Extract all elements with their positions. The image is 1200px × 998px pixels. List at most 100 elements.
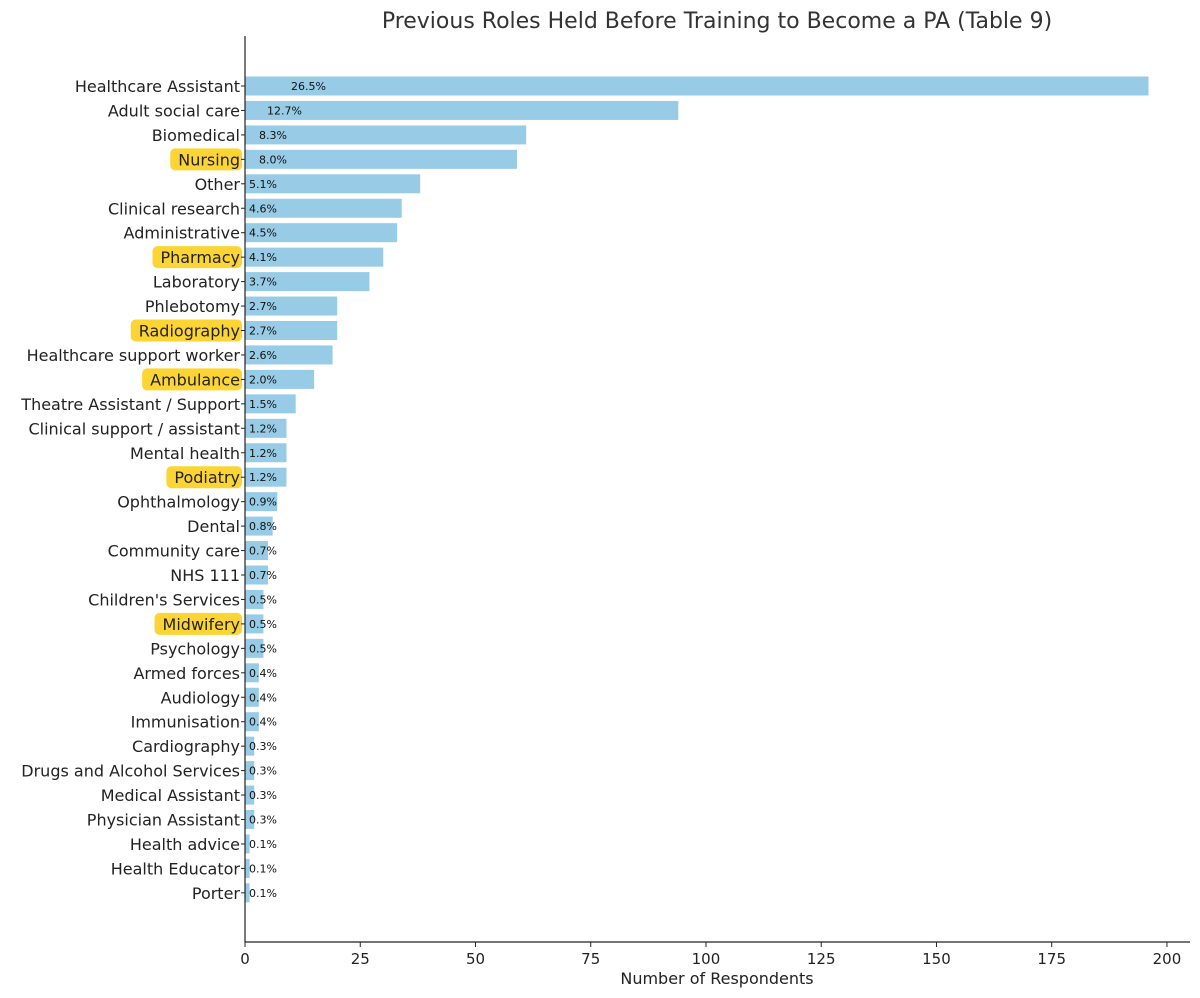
bar-community-care	[245, 541, 269, 561]
data-label-clinical-support-assistant: 1.2%	[249, 422, 277, 435]
axes-layer: Healthcare Assistant Adult social care Bio…	[20, 36, 1190, 968]
data-label-psychology: 0.5%	[249, 642, 277, 655]
bar-midwifery	[245, 614, 264, 634]
bar-armed-forces	[245, 663, 259, 683]
category-label-nursing: Nursing	[178, 150, 240, 169]
category-label-cardiography: Cardiography	[132, 737, 240, 756]
category-label-immunisation: Immunisation	[131, 713, 240, 732]
bar-drugs-and-alcohol-services	[245, 761, 255, 781]
data-label-medical-assistant: 0.3%	[249, 789, 277, 802]
bar-healthcare-assistant	[245, 76, 1149, 96]
bar-audiology	[245, 687, 259, 707]
bar-radiography	[245, 321, 338, 340]
category-label-laboratory: Laboratory	[153, 273, 240, 292]
category-label-pharmacy: Pharmacy	[160, 248, 240, 267]
bar-other	[245, 174, 421, 194]
data-label-ambulance: 2.0%	[249, 373, 277, 386]
chart-title: Previous Roles Held Before Training to B…	[382, 9, 1052, 34]
x-tick-label-150: 150	[922, 950, 951, 968]
bar-immunisation	[245, 712, 259, 732]
category-label-health-advice: Health advice	[130, 835, 240, 854]
category-label-adult-social-care: Adult social care	[108, 101, 240, 120]
data-label-laboratory: 3.7%	[249, 276, 277, 289]
category-label-ambulance: Ambulance	[150, 370, 240, 389]
category-label-healthcare-assistant: Healthcare Assistant	[75, 77, 240, 96]
data-label-immunisation: 0.4%	[249, 716, 277, 729]
category-label-children-s-services: Children's Services	[88, 590, 240, 609]
highlight-radiography	[130, 319, 242, 342]
category-label-porter: Porter	[192, 884, 241, 903]
category-label-mental-health: Mental health	[130, 444, 240, 463]
data-label-nursing: 8.0%	[259, 153, 287, 166]
data-label-radiography: 2.7%	[249, 325, 277, 338]
highlight-nursing	[170, 148, 242, 171]
data-label-mental-health: 1.2%	[249, 447, 277, 460]
data-label-porter: 0.1%	[249, 887, 277, 900]
category-label-administrative: Administrative	[124, 224, 240, 243]
data-label-pharmacy: 4.1%	[249, 251, 277, 264]
data-label-children-s-services: 0.5%	[249, 593, 277, 606]
x-tick-label-200: 200	[1153, 950, 1182, 968]
bar-pharmacy	[245, 247, 384, 267]
bar-health-educator	[245, 858, 250, 878]
category-label-phlebotomy: Phlebotomy	[145, 297, 240, 316]
bar-ophthalmology	[245, 492, 278, 512]
category-label-biomedical: Biomedical	[152, 126, 240, 145]
category-label-audiology: Audiology	[161, 688, 240, 707]
bar-psychology	[245, 638, 264, 658]
bars-layer: 26.5% 12.7% 8.3% 8.0% 5.1% 4.6% 4.5% 4.1% 3.7% 2.…	[245, 76, 1149, 903]
x-tick-label-125: 125	[807, 950, 836, 968]
data-label-phlebotomy: 2.7%	[249, 300, 277, 313]
data-label-healthcare-assistant: 26.5%	[291, 80, 326, 93]
bar-children-s-services	[245, 589, 264, 609]
highlight-podiatry	[166, 466, 242, 489]
x-tick-label-75: 75	[581, 950, 600, 968]
category-label-ophthalmology: Ophthalmology	[117, 493, 240, 512]
data-label-theatre-assistant-support: 1.5%	[249, 398, 277, 411]
data-label-dental: 0.8%	[249, 520, 277, 533]
category-label-midwifery: Midwifery	[163, 615, 240, 634]
data-label-health-educator: 0.1%	[249, 862, 277, 875]
category-label-physician-assistant: Physician Assistant	[87, 811, 240, 830]
data-label-nhs-111: 0.7%	[249, 569, 277, 582]
category-label-dental: Dental	[187, 517, 240, 536]
data-label-physician-assistant: 0.3%	[249, 814, 277, 827]
bar-mental-health	[245, 443, 287, 463]
bar-health-advice	[245, 834, 250, 854]
bar-theatre-assistant-support	[245, 394, 296, 414]
highlight-pharmacy	[152, 246, 242, 269]
bar-administrative	[245, 223, 398, 243]
bar-healthcare-support-worker	[245, 345, 333, 365]
data-label-podiatry: 1.2%	[249, 471, 277, 484]
bar-laboratory	[245, 272, 370, 292]
bar-clinical-support-assistant	[245, 418, 287, 438]
bar-biomedical	[245, 125, 527, 145]
x-tick-label-0: 0	[240, 950, 250, 968]
data-label-cardiography: 0.3%	[249, 740, 277, 753]
x-tick-label-100: 100	[692, 950, 721, 968]
data-label-ophthalmology: 0.9%	[249, 496, 277, 509]
category-label-drugs-and-alcohol-services: Drugs and Alcohol Services	[21, 762, 240, 781]
bar-medical-assistant	[245, 785, 255, 805]
bar-adult-social-care	[245, 100, 679, 120]
category-label-psychology: Psychology	[150, 639, 240, 658]
x-axis-label: Number of Respondents	[620, 969, 813, 988]
category-label-medical-assistant: Medical Assistant	[101, 786, 240, 805]
highlight-midwifery	[154, 612, 242, 635]
x-tick-label-50: 50	[466, 950, 485, 968]
category-label-health-educator: Health Educator	[111, 859, 241, 878]
data-label-biomedical: 8.3%	[259, 129, 287, 142]
bar-clinical-research	[245, 198, 402, 218]
data-label-clinical-research: 4.6%	[249, 202, 277, 215]
bar-phlebotomy	[245, 296, 338, 316]
bar-physician-assistant	[245, 810, 255, 829]
category-label-theatre-assistant-support: Theatre Assistant / Support	[20, 395, 240, 414]
bar-dental	[245, 516, 273, 536]
data-label-health-advice: 0.1%	[249, 838, 277, 851]
data-label-adult-social-care: 12.7%	[267, 104, 302, 117]
x-tick-label-175: 175	[1037, 950, 1066, 968]
category-label-clinical-support-assistant: Clinical support / assistant	[28, 419, 240, 438]
bar-podiatry	[245, 467, 287, 487]
bar-porter	[245, 883, 250, 903]
